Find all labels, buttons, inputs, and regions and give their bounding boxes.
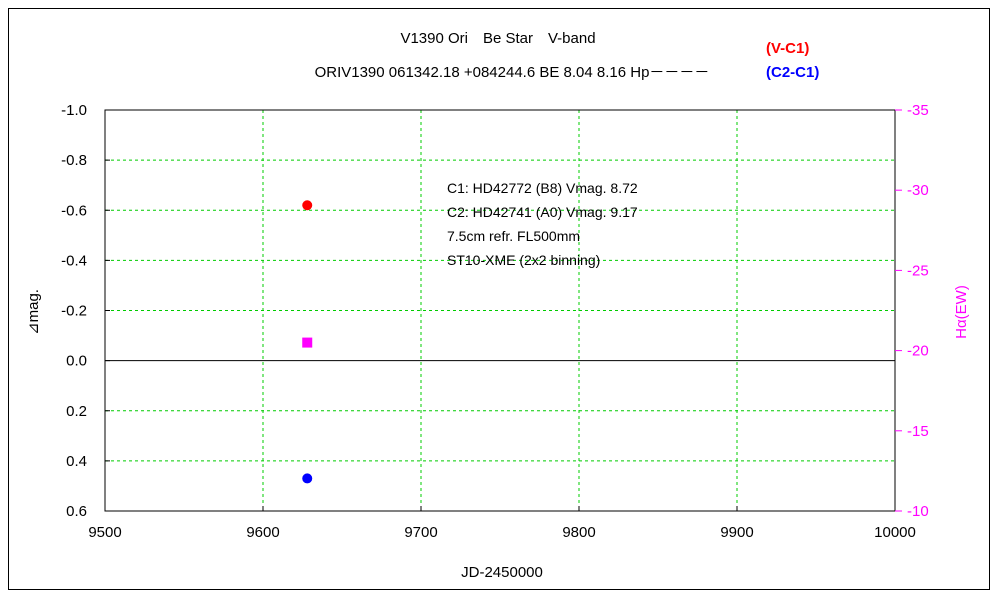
- data-marks: [302, 200, 313, 484]
- y2-tick-label: -10: [907, 503, 929, 520]
- legend-entry-v-c1: (V-C1): [766, 40, 809, 57]
- y-tick-label: -0.8: [61, 152, 87, 169]
- data-point-circle-1: [302, 473, 313, 484]
- data-point-circle-0: [302, 200, 313, 211]
- annotation-line-3: 7.5cm refr. FL500mm: [447, 228, 580, 244]
- y2-tick-label: -20: [907, 343, 929, 360]
- x-tick-label: 9500: [88, 524, 121, 541]
- y-tick-label: 0.0: [66, 353, 87, 370]
- x-tick-label: 9700: [404, 524, 437, 541]
- y-axis-label: ⊿mag.: [25, 289, 42, 335]
- grid: [105, 110, 895, 511]
- y2-tick-label: -30: [907, 182, 929, 199]
- chart-frame: [8, 8, 990, 590]
- y2-tick-label: -35: [907, 102, 929, 119]
- chart-subtitle: ORIV1390 061342.18 +084244.6 BE 8.04 8.1…: [315, 64, 710, 81]
- axis-ticks: 9500 9600 9700 9800 9900 10000 -1.0 -0.8 -0.6 -0.…: [61, 102, 929, 541]
- y2-tick-label: -25: [907, 262, 929, 279]
- x-tick-label: 9600: [246, 524, 279, 541]
- y-tick-label: -1.0: [61, 102, 87, 119]
- plot-area: [104, 109, 896, 512]
- annotation-line-1: C1: HD42772 (B8) Vmag. 8.72: [447, 180, 638, 196]
- y2-tick-label: -15: [907, 423, 929, 440]
- annotation-box: C1: HD42772 (B8) Vmag. 8.72 C2: HD42741 …: [447, 180, 638, 268]
- y-tick-label: 0.6: [66, 503, 87, 520]
- y-tick-label: -0.6: [61, 202, 87, 219]
- y-tick-label: -0.2: [61, 303, 87, 320]
- legend-entry-c2-c1: (C2-C1): [766, 64, 819, 81]
- y-tick-label: -0.4: [61, 252, 87, 269]
- y-tick-label: 0.4: [66, 453, 87, 470]
- y2-axis-label: Hα(EW): [953, 285, 970, 339]
- x-axis-label: JD-2450000: [461, 564, 543, 581]
- y-tick-label: 0.2: [66, 403, 87, 420]
- x-tick-label: 9900: [720, 524, 753, 541]
- annotation-line-4: ST10-XME (2x2 binning): [447, 252, 600, 268]
- x-tick-label: 9800: [562, 524, 595, 541]
- chart-title: V1390 Ori Be Star V-band: [400, 30, 595, 47]
- x-tick-label: 10000: [874, 524, 916, 541]
- annotation-line-2: C2: HD42741 (A0) Vmag. 9.17: [447, 204, 638, 220]
- data-point-square-2: [302, 337, 313, 348]
